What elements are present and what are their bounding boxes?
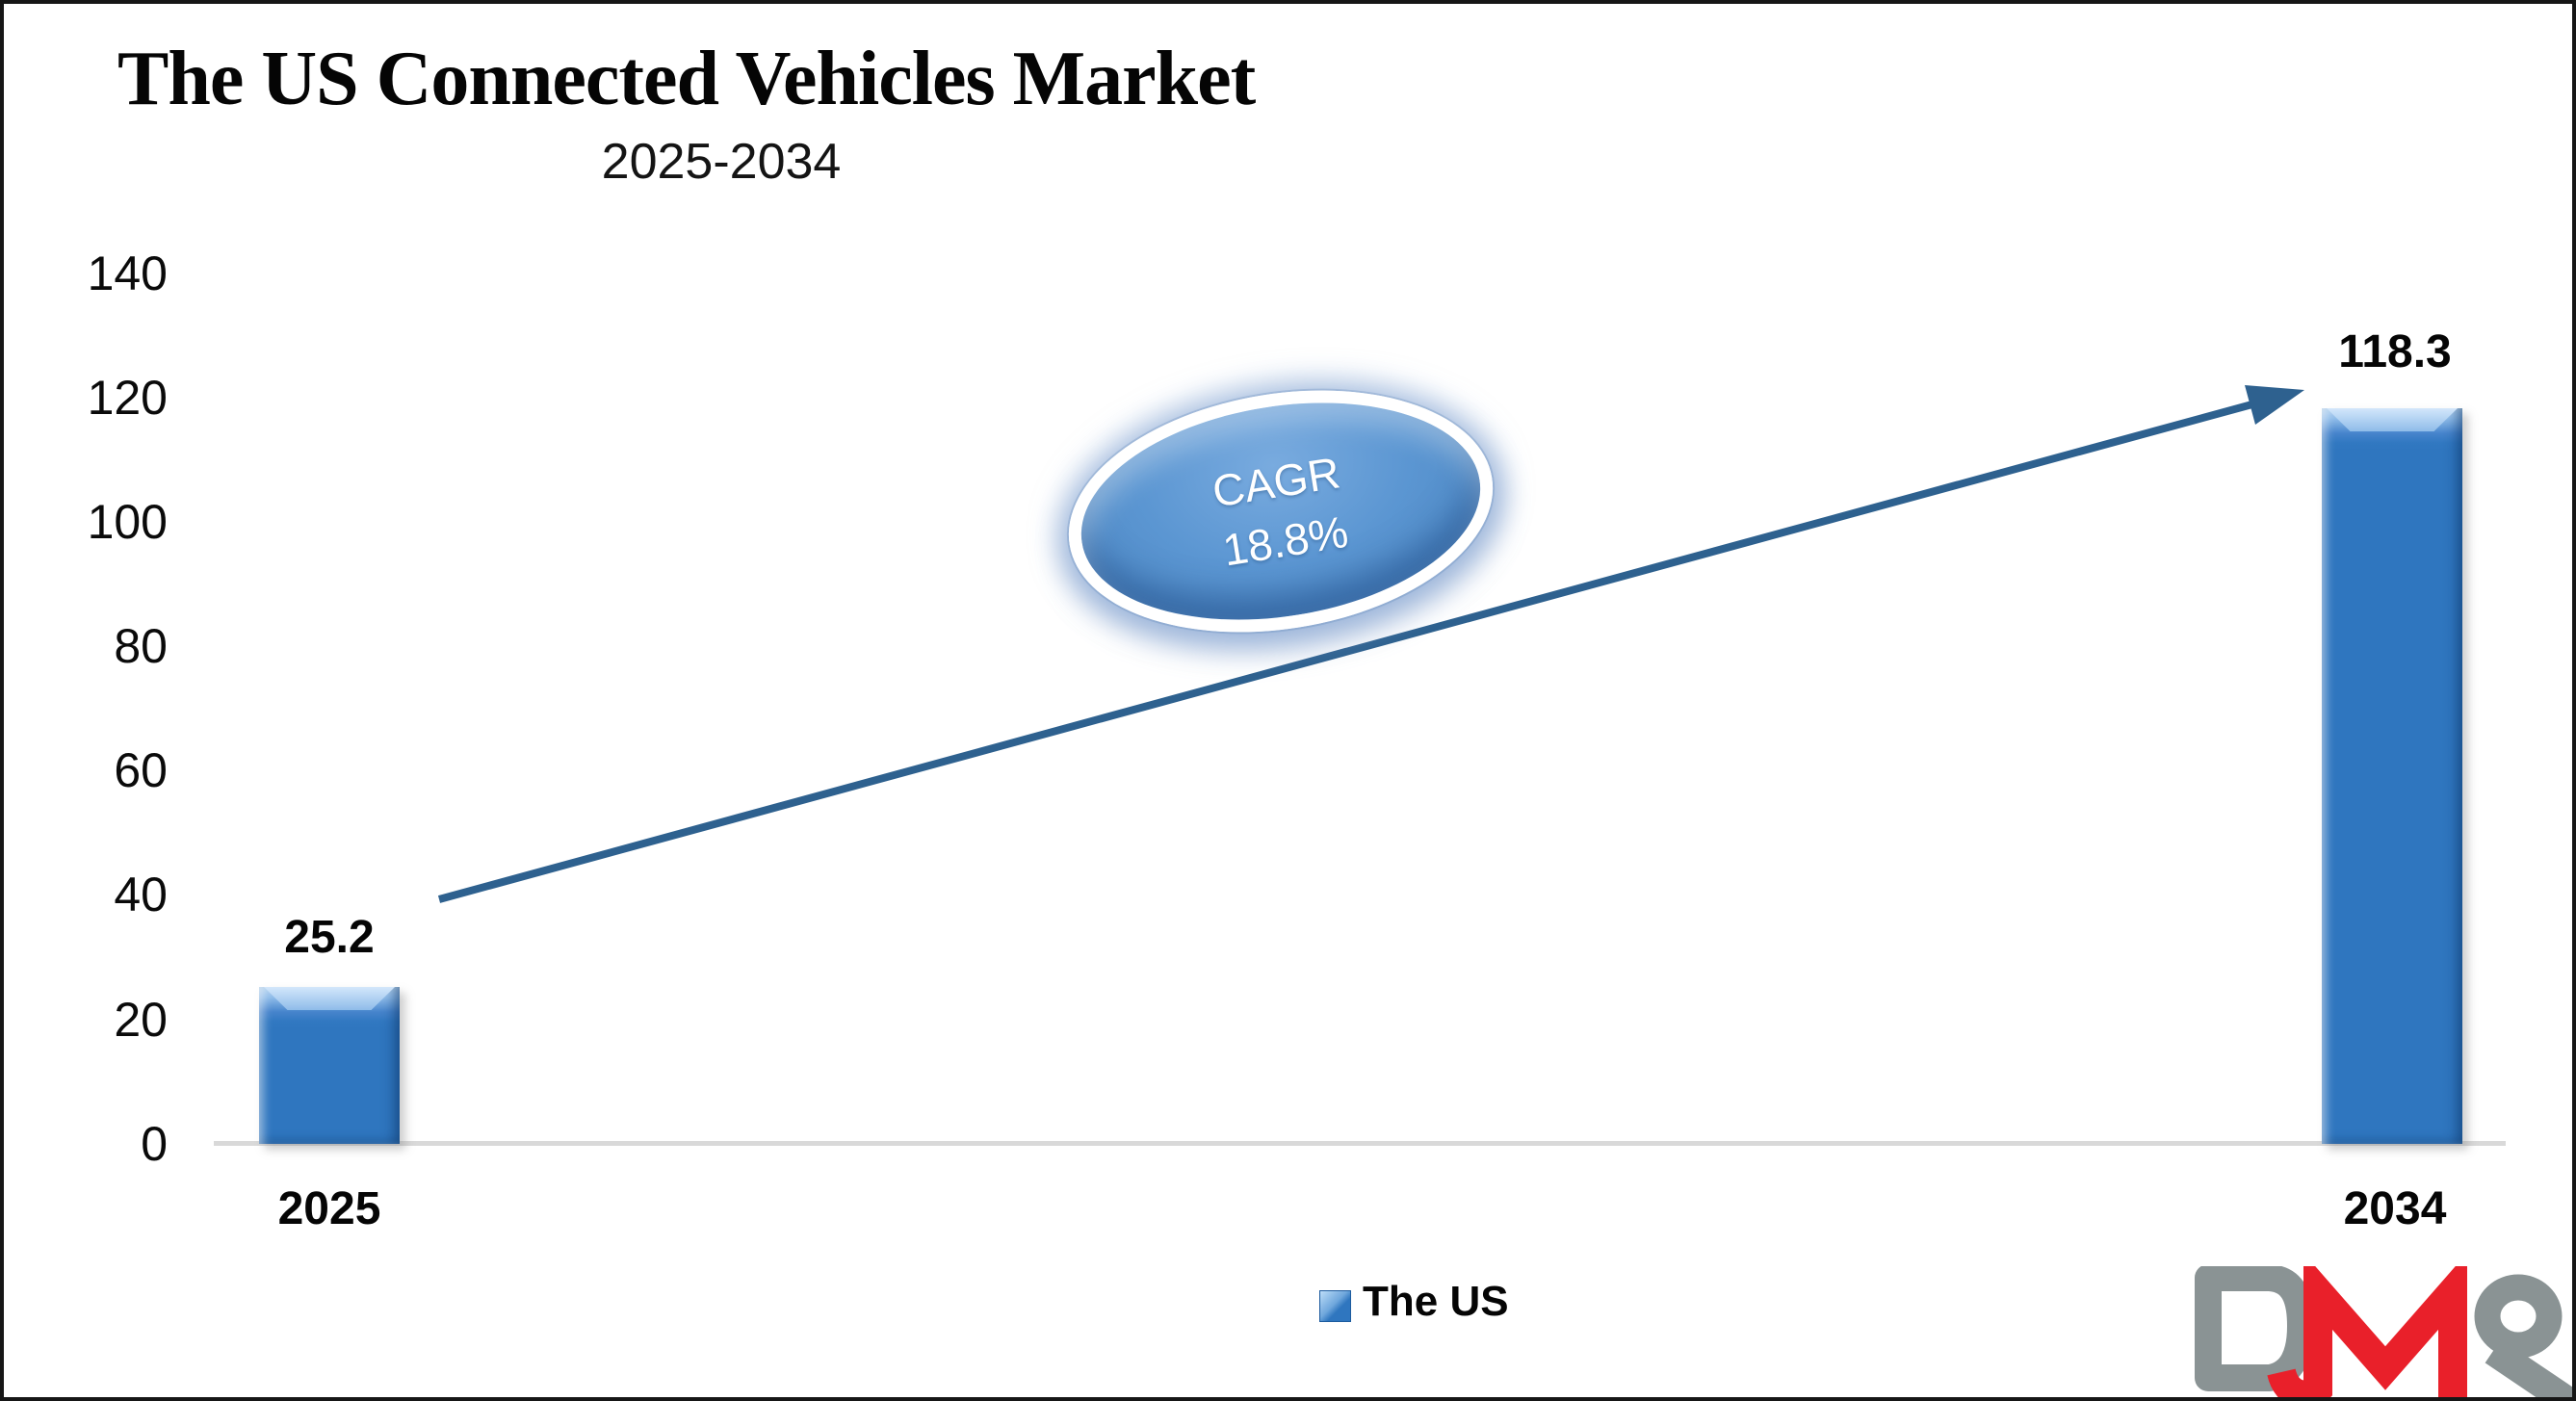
x-label-2034: 2034 xyxy=(2343,1183,2447,1234)
y-tick-20: 20 xyxy=(114,993,168,1047)
legend: The US xyxy=(1319,1281,1509,1323)
y-tick-80: 80 xyxy=(114,619,168,673)
bar-2034 xyxy=(2322,408,2462,1144)
legend-swatch xyxy=(1319,1289,1351,1322)
y-tick-100: 100 xyxy=(87,495,168,549)
logo-letter-r-leg xyxy=(2485,1338,2572,1397)
bar-2025 xyxy=(259,987,400,1144)
y-tick-140: 140 xyxy=(87,246,168,300)
chart-subtitle: 2025-2034 xyxy=(601,134,842,190)
y-tick-0: 0 xyxy=(141,1117,168,1171)
x-axis-line xyxy=(214,1141,2506,1146)
dmr-logo xyxy=(2195,1266,2572,1397)
y-tick-60: 60 xyxy=(114,743,168,797)
y-tick-120: 120 xyxy=(87,371,168,425)
cagr-text: CAGR 18.8% xyxy=(1209,442,1354,580)
data-label-2025: 25.2 xyxy=(284,912,375,963)
logo-letter-r-bowl xyxy=(2474,1274,2563,1359)
growth-arrow xyxy=(437,385,2304,903)
legend-label: The US xyxy=(1363,1278,1509,1325)
growth-arrow-head-icon xyxy=(2245,385,2304,425)
x-label-2025: 2025 xyxy=(277,1183,381,1234)
growth-arrow-line xyxy=(437,399,2261,903)
logo-letter-m xyxy=(2267,1266,2467,1397)
data-label-2034: 118.3 xyxy=(2338,326,2452,377)
y-tick-40: 40 xyxy=(114,868,168,921)
chart-title: The US Connected Vehicles Market xyxy=(117,37,1256,121)
